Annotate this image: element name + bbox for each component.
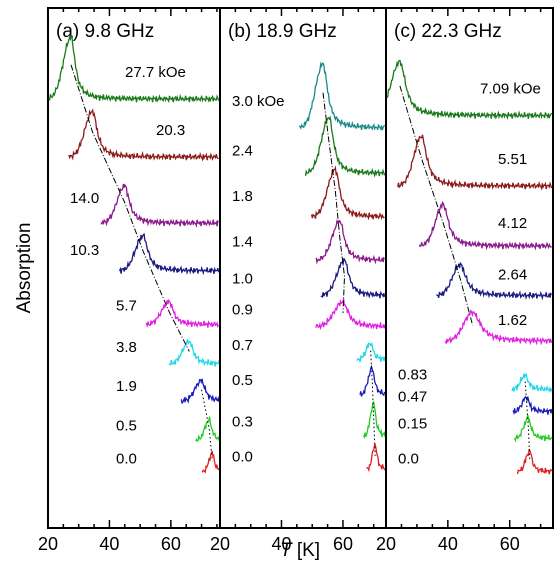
panel-1: 20 40 60 (a) 9.8 GHz 27.7 kOe 20.3 14.0 10.3 5.7… xyxy=(38,7,221,554)
peak-guide-dashdot xyxy=(322,92,346,314)
x-tick-label: 40 xyxy=(438,534,458,554)
trace-0-9 xyxy=(315,298,386,331)
trace-label: 0.9 xyxy=(232,302,253,319)
trace-label: 3.8 xyxy=(116,339,137,356)
x-tick-label: 20 xyxy=(210,534,230,554)
trace-label: 0.83 xyxy=(398,367,427,384)
trace-0-5 xyxy=(359,364,386,397)
trace-0-5 xyxy=(195,416,220,442)
trace-1 xyxy=(320,257,386,299)
trace-0 xyxy=(516,448,553,475)
trace-label: 1.0 xyxy=(232,271,253,288)
trace-10-3 xyxy=(118,232,220,276)
x-tick-label: 40 xyxy=(99,534,119,554)
trace-2-64 xyxy=(436,261,553,301)
peak-guide-dashdot xyxy=(399,85,474,326)
x-axis-title: T [K] xyxy=(280,540,320,561)
trace-0-83 xyxy=(511,372,553,394)
panel-title: (b) 18.9 GHz xyxy=(228,21,337,42)
peak-guide-dotted xyxy=(201,389,213,462)
panel-2: 20 40 60 (b) 18.9 GHz 3.0 kOe 2.4 1.8 1.4 1.0 0.9… xyxy=(210,7,387,554)
trace-0-15 xyxy=(514,414,553,443)
x-axis-symbol: T xyxy=(280,540,293,561)
trace-label: 0.7 xyxy=(232,337,253,354)
peak-guide-dashdot xyxy=(70,64,190,352)
trace-label: 1.9 xyxy=(116,378,137,395)
trace-label: 0.15 xyxy=(398,415,427,432)
trace-label: 0.0 xyxy=(116,451,137,468)
trace-label: 27.7 kOe xyxy=(125,64,186,81)
trace-0 xyxy=(366,443,386,473)
panel-frame xyxy=(385,7,554,529)
trace-label: 10.3 xyxy=(70,242,99,259)
trace-label: 3.0 kOe xyxy=(232,93,285,110)
trace-label: 0.0 xyxy=(232,449,253,466)
trace-label: 0.5 xyxy=(232,372,253,389)
trace-1-9 xyxy=(180,378,220,405)
panel-title: (c) 22.3 GHz xyxy=(394,21,502,42)
trace-1-8 xyxy=(310,165,385,221)
trace-3 xyxy=(298,61,386,132)
trace-label: 20.3 xyxy=(156,122,185,139)
x-tick-label: 60 xyxy=(161,534,181,554)
trace-label: 0.5 xyxy=(116,418,137,435)
x-tick-label: 20 xyxy=(376,534,396,554)
x-tick-label: 20 xyxy=(38,534,58,554)
x-axis-unit: [K] xyxy=(292,540,321,561)
trace-label: 7.09 kOe xyxy=(480,81,541,98)
trace-14 xyxy=(100,183,220,228)
trace-label: 4.12 xyxy=(498,215,527,232)
trace-label: 1.4 xyxy=(232,233,253,250)
trace-label: 5.7 xyxy=(116,298,137,315)
trace-1-62 xyxy=(444,308,553,346)
trace-label: 1.8 xyxy=(232,188,253,205)
trace-label: 0.3 xyxy=(232,413,253,430)
trace-3-8 xyxy=(168,339,220,367)
y-axis-title: Absorption xyxy=(14,223,35,314)
trace-2-4 xyxy=(304,115,386,178)
trace-5-7 xyxy=(145,298,220,329)
trace-1-4 xyxy=(315,218,386,265)
peak-guide-dotted xyxy=(370,350,376,456)
x-tick-label: 40 xyxy=(271,534,291,554)
trace-5-51 xyxy=(397,134,553,191)
trace-label: 2.64 xyxy=(498,267,527,284)
trace-20-3 xyxy=(68,108,219,162)
trace-27-7 xyxy=(48,33,220,104)
panel-title: (a) 9.8 GHz xyxy=(56,21,154,42)
x-tick-label: 60 xyxy=(333,534,353,554)
trace-0-47 xyxy=(512,395,553,416)
trace-label: 14.0 xyxy=(70,190,99,207)
trace-label: 2.4 xyxy=(232,143,253,160)
x-tick-label: 60 xyxy=(500,534,520,554)
trace-0-3 xyxy=(363,400,386,440)
trace-0-7 xyxy=(356,342,386,363)
trace-4-12 xyxy=(418,200,552,251)
trace-label: 1.62 xyxy=(498,312,527,329)
trace-label: 0.0 xyxy=(398,451,419,468)
trace-0 xyxy=(201,450,220,474)
trace-7-09 xyxy=(386,59,553,120)
trace-label: 0.47 xyxy=(398,389,427,406)
panel-3: 20 40 60 (c) 22.3 GHz 7.09 kOe 5.51 4.12 2.64 1.… xyxy=(376,7,554,554)
trace-label: 5.51 xyxy=(498,151,527,168)
